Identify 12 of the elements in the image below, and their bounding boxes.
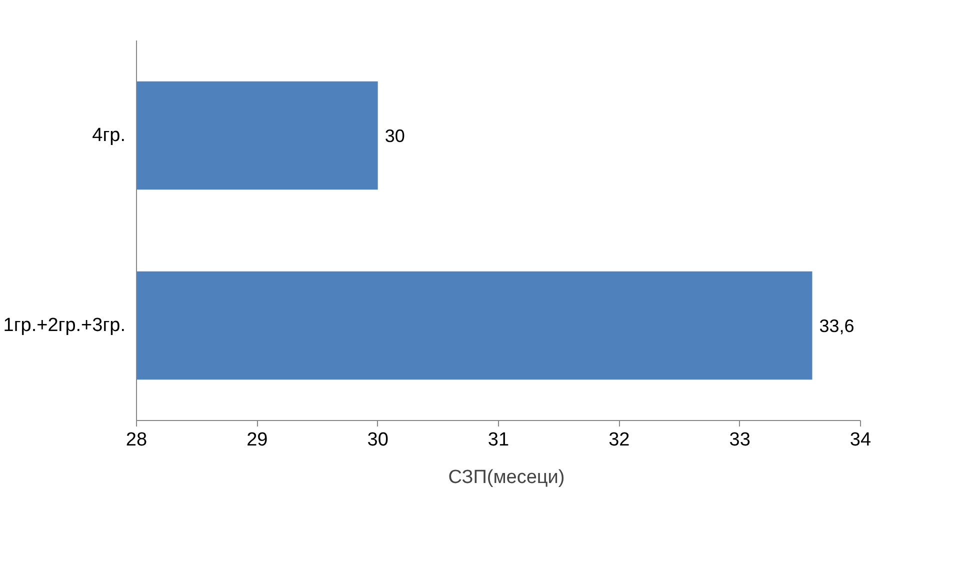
x-tick-label: 33 bbox=[729, 430, 750, 450]
data-label: 33,6 bbox=[819, 316, 854, 336]
x-tick-label: 31 bbox=[488, 430, 510, 450]
x-tick-label: 34 bbox=[850, 430, 872, 450]
x-tick-label: 32 bbox=[608, 430, 630, 450]
text: СЗП(месеци) bbox=[448, 467, 565, 489]
y-tick-label: 1гр.+2гр.+3гр. bbox=[3, 315, 126, 336]
x-tick-label: 29 bbox=[246, 430, 268, 450]
y-tick-label: 4гр. bbox=[92, 125, 126, 146]
x-tick-label: 28 bbox=[126, 430, 148, 450]
data-label: 30 bbox=[384, 126, 405, 146]
x-tick-label: 30 bbox=[367, 430, 388, 450]
